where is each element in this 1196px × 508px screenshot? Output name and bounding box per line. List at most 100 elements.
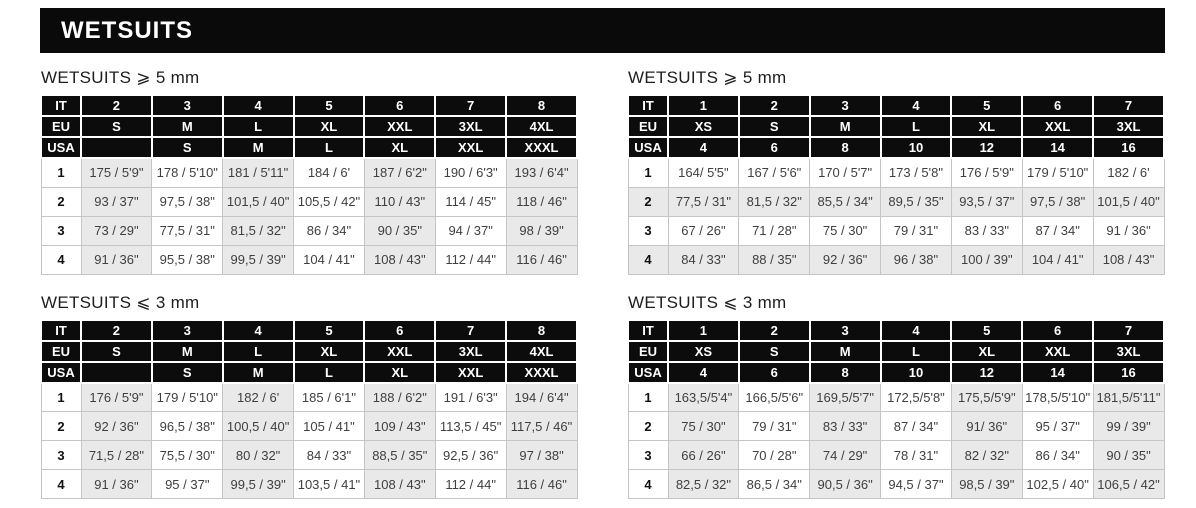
measurement-cell: 79 / 31" — [738, 411, 811, 441]
size-header-cell: XXXL — [505, 136, 578, 159]
size-header-cell: 2 — [80, 94, 153, 117]
measurement-row-label: 1 — [40, 157, 82, 188]
measurement-row-label: 2 — [40, 411, 82, 441]
size-header-cell: 6 — [1021, 318, 1095, 342]
size-header-cell: M — [150, 115, 224, 138]
measurement-cell: 175,5/5'9" — [950, 382, 1023, 412]
size-header-cell: 6 — [737, 360, 811, 384]
size-header-cell: 6 — [737, 136, 811, 159]
measurement-cell: 87 / 34" — [880, 411, 952, 441]
measurement-cell: 105 / 41" — [293, 411, 365, 441]
size-header-cell: XXL — [363, 115, 437, 138]
measurement-cell: 95 / 37" — [151, 469, 224, 499]
measurement-row-label: 1 — [627, 382, 669, 412]
measurement-cell: 170 / 5'7" — [809, 157, 882, 188]
size-table: IT 2 3 4 5 6 7 8 EU S M L XL XXL 3XL 4XL USA S M L XL XXL XXXL… — [40, 94, 578, 275]
measurement-cell: 66 / 26" — [667, 440, 740, 470]
measurement-cell: 90 / 35" — [1092, 440, 1165, 470]
size-header-cell — [80, 360, 153, 384]
measurement-row: 4 84 / 33" 88 / 35" 92 / 36" 96 / 38" 100 / 3… — [627, 244, 1165, 275]
measurement-row: 4 82,5 / 32" 86,5 / 34" 90,5 / 36" 94,5 / 37… — [627, 469, 1165, 499]
size-header-cell: 7 — [434, 318, 508, 342]
size-system-label: EU — [40, 115, 82, 138]
measurement-cell: 94,5 / 37" — [880, 469, 952, 499]
measurement-cell: 188 / 6'2" — [363, 382, 436, 412]
size-header-cell: S — [150, 360, 224, 384]
size-header-cell: XL — [292, 339, 366, 363]
size-system-row: IT 1 2 3 4 5 6 7 — [627, 94, 1165, 117]
measurement-cell: 82,5 / 32" — [667, 469, 740, 499]
measurement-row-label: 4 — [40, 244, 82, 275]
measurement-cell: 86 / 34" — [1021, 440, 1094, 470]
size-system-label: USA — [627, 136, 669, 159]
measurement-cell: 101,5 / 40" — [1092, 186, 1165, 217]
size-header-cell: 5 — [292, 318, 366, 342]
size-header-cell: XS — [667, 339, 740, 363]
size-header-cell: 5 — [950, 318, 1024, 342]
size-header-cell: 16 — [1092, 136, 1165, 159]
measurement-cell: 89,5 / 35" — [880, 186, 952, 217]
size-header-cell: XXL — [434, 136, 508, 159]
size-header-cell: 4 — [667, 360, 740, 384]
measurement-cell: 95 / 37" — [1021, 411, 1094, 441]
measurement-cell: 108 / 43" — [1092, 244, 1165, 275]
size-header-cell: M — [221, 136, 295, 159]
measurement-row-label: 1 — [627, 157, 669, 188]
size-header-cell: XL — [950, 115, 1024, 138]
size-system-label: USA — [627, 360, 669, 384]
size-header-cell: 10 — [879, 136, 953, 159]
measurement-row-label: 3 — [40, 440, 82, 470]
measurement-cell: 83 / 33" — [950, 215, 1023, 246]
size-system-row: IT 1 2 3 4 5 6 7 — [627, 318, 1165, 342]
measurement-cell: 93 / 37" — [80, 186, 153, 217]
measurement-cell: 98,5 / 39" — [950, 469, 1023, 499]
size-header-cell: 14 — [1021, 136, 1095, 159]
wetsuits-5mm-table-right: WETSUITS ⩾ 5 mm IT 1 2 3 4 5 6 7 EU XS S M L XL XXL 3XL… — [627, 68, 1165, 275]
measurement-cell: 84 / 33" — [667, 244, 740, 275]
measurement-row: 1 163,5/5'4" 166,5/5'6" 169,5/5'7" 172,5/5'8… — [627, 382, 1165, 412]
measurement-cell: 178 / 5'10" — [151, 157, 224, 188]
size-header-cell: 8 — [505, 94, 578, 117]
size-system-label: USA — [40, 360, 82, 384]
measurement-cell: 167 / 5'6" — [738, 157, 811, 188]
size-header-cell: 3 — [150, 318, 224, 342]
measurement-cell: 110 / 43" — [363, 186, 436, 217]
measurement-row: 1 175 / 5'9" 178 / 5'10" 181 / 5'11" 184 / 6… — [40, 157, 578, 188]
size-system-label: IT — [627, 94, 669, 117]
measurement-row-label: 3 — [627, 215, 669, 246]
measurement-cell: 70 / 28" — [738, 440, 811, 470]
measurement-cell: 93,5 / 37" — [950, 186, 1023, 217]
size-system-row: EU XS S M L XL XXL 3XL — [627, 115, 1165, 138]
size-header-cell: 4XL — [505, 339, 578, 363]
size-header-cell: S — [80, 115, 153, 138]
right-column: WETSUITS ⩾ 5 mm IT 1 2 3 4 5 6 7 EU XS S M L XL XXL 3XL… — [627, 68, 1165, 499]
measurement-cell: 103,5 / 41" — [293, 469, 365, 499]
measurement-cell: 113,5 / 45" — [434, 411, 507, 441]
measurement-cell: 104 / 41" — [293, 244, 365, 275]
measurement-cell: 86 / 34" — [293, 215, 365, 246]
table-title: WETSUITS ⩾ 5 mm — [628, 68, 787, 87]
measurement-cell: 95,5 / 38" — [151, 244, 224, 275]
measurement-cell: 90,5 / 36" — [809, 469, 882, 499]
measurement-row: 2 75 / 30" 79 / 31" 83 / 33" 87 / 34" 91/ 36"… — [627, 411, 1165, 441]
measurement-cell: 104 / 41" — [1021, 244, 1094, 275]
measurement-cell: 175 / 5'9" — [80, 157, 153, 188]
measurement-cell: 106,5 / 42" — [1092, 469, 1165, 499]
size-header-cell: L — [292, 136, 366, 159]
measurement-row-label: 4 — [40, 469, 82, 499]
tables-grid: WETSUITS ⩾ 5 mm IT 2 3 4 5 6 7 8 EU S M L XL XXL 3XL 4X… — [40, 68, 1165, 499]
measurement-cell: 116 / 46" — [505, 469, 578, 499]
measurement-cell: 79 / 31" — [880, 215, 952, 246]
size-system-row: USA S M L XL XXL XXXL — [40, 360, 578, 384]
measurement-cell: 92,5 / 36" — [434, 440, 507, 470]
measurement-cell: 194 / 6'4" — [505, 382, 578, 412]
size-table: IT 1 2 3 4 5 6 7 EU XS S M L XL XXL 3XL USA 4 6 8 10 12 14 16 1 1… — [627, 94, 1165, 275]
measurement-cell: 67 / 26" — [667, 215, 740, 246]
measurement-cell: 102,5 / 40" — [1021, 469, 1094, 499]
size-header-cell: XXL — [363, 339, 437, 363]
measurement-cell: 85,5 / 34" — [809, 186, 882, 217]
size-header-cell: 5 — [950, 94, 1024, 117]
size-header-cell: 12 — [950, 136, 1024, 159]
size-header-cell: 3XL — [434, 115, 508, 138]
measurement-row-label: 2 — [627, 411, 669, 441]
